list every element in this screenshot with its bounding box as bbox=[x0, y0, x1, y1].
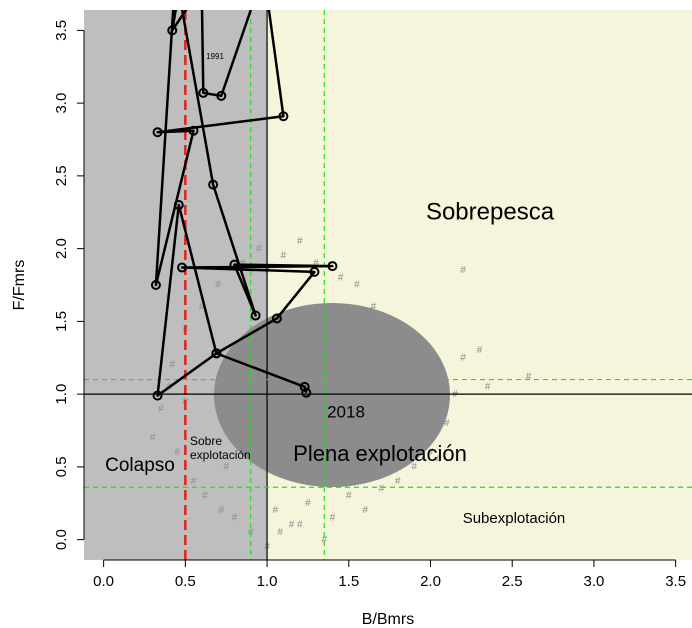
trajectory-point bbox=[250, 310, 261, 321]
annotation: Subexplotación bbox=[463, 510, 566, 527]
cloud-point: # bbox=[436, 454, 442, 465]
cloud-point: # bbox=[460, 352, 466, 363]
trajectory-point bbox=[208, 179, 219, 190]
trajectory-point bbox=[152, 390, 163, 401]
x-tick-label: 1.0 bbox=[257, 573, 278, 590]
cloud-point: # bbox=[158, 403, 164, 414]
cloud-point: # bbox=[313, 258, 319, 269]
cloud-point: # bbox=[420, 345, 426, 356]
trajectory-point bbox=[152, 127, 163, 138]
cloud-point: # bbox=[436, 360, 442, 371]
x-axis-label: B/Bmrs bbox=[362, 611, 414, 628]
annotation: Colapso bbox=[105, 455, 175, 476]
y-tick-label: 2.5 bbox=[53, 165, 70, 186]
trajectory-point bbox=[173, 199, 184, 210]
annotation: 1991 bbox=[206, 52, 224, 61]
cloud-point: # bbox=[395, 476, 401, 487]
cloud-point: # bbox=[289, 520, 295, 531]
y-tick-label: 0.0 bbox=[53, 529, 70, 550]
annotation: Plena explotación bbox=[293, 441, 467, 466]
plot-area: ########################################… bbox=[84, 10, 692, 560]
trajectory-point bbox=[299, 381, 310, 392]
y-tick-label: 3.0 bbox=[53, 93, 70, 114]
cloud-point: # bbox=[150, 432, 156, 443]
trajectory-point bbox=[309, 266, 320, 277]
cloud-point: # bbox=[321, 534, 327, 545]
cloud-point: # bbox=[297, 520, 303, 531]
annotation: 2018 bbox=[327, 402, 365, 421]
cloud-point: # bbox=[460, 265, 466, 276]
trajectory-point bbox=[327, 261, 338, 272]
cloud-point: # bbox=[371, 301, 377, 312]
cloud-point: # bbox=[281, 251, 287, 262]
cloud-point: # bbox=[477, 345, 483, 356]
annotation: Sobre bbox=[190, 434, 222, 448]
cloud-point: # bbox=[305, 498, 311, 509]
x-tick-label: 2.0 bbox=[420, 573, 441, 590]
x-tick-label: 3.0 bbox=[584, 573, 605, 590]
trajectory-point bbox=[216, 90, 227, 101]
cloud-point: # bbox=[174, 447, 180, 458]
axes: 0.0 0.5 1.0 1.5 2.0 2.5 3.0 3.5 0.0 0.5 1.0 1.5 2.0 2… bbox=[53, 20, 686, 590]
cloud-point: # bbox=[411, 462, 417, 473]
cloud-point: # bbox=[232, 512, 238, 523]
region bbox=[84, 10, 268, 560]
x-tick-label: 3.5 bbox=[665, 573, 686, 590]
cloud-point: # bbox=[215, 280, 221, 291]
cloud-point: # bbox=[191, 476, 197, 487]
annotation: explotación bbox=[190, 448, 251, 462]
cloud-point: # bbox=[223, 462, 229, 473]
trajectory-point bbox=[211, 348, 222, 359]
cloud-point: # bbox=[240, 258, 246, 269]
cloud-density bbox=[214, 303, 450, 487]
x-tick-label: 2.5 bbox=[502, 573, 523, 590]
trajectory-point bbox=[177, 262, 188, 273]
cloud-point: # bbox=[346, 491, 352, 502]
y-tick-label: 3.5 bbox=[53, 20, 70, 41]
trajectory-point bbox=[278, 111, 289, 122]
trajectory-point bbox=[188, 125, 199, 136]
y-tick-label: 0.5 bbox=[53, 456, 70, 477]
trajectory-point bbox=[167, 25, 178, 36]
x-tick-label: 0.5 bbox=[175, 573, 196, 590]
x-tick-label: 0.0 bbox=[93, 573, 114, 590]
cloud-point: # bbox=[297, 236, 303, 247]
annotation: Sobrepesca bbox=[426, 198, 555, 225]
plot-background bbox=[84, 10, 692, 560]
cloud-point: # bbox=[387, 316, 393, 327]
y-tick-label: 1.5 bbox=[53, 311, 70, 332]
cloud-point: # bbox=[428, 447, 434, 458]
cloud-point: # bbox=[199, 301, 205, 312]
cloud-point: # bbox=[362, 505, 368, 516]
cloud-point: # bbox=[338, 272, 344, 283]
cloud-point: # bbox=[444, 418, 450, 429]
y-tick-label: 1.0 bbox=[53, 384, 70, 405]
y-tick-label: 2.0 bbox=[53, 238, 70, 259]
trajectory-point bbox=[198, 87, 209, 98]
trajectory-point bbox=[271, 313, 282, 324]
cloud-point: # bbox=[219, 505, 225, 516]
trajectory-point bbox=[150, 280, 161, 290]
trajectory-point bbox=[301, 387, 312, 398]
cloud-point: # bbox=[354, 280, 360, 291]
cloud-point: # bbox=[330, 512, 336, 523]
cloud-point: # bbox=[202, 491, 208, 502]
cloud-point: # bbox=[403, 331, 409, 342]
cloud-point: # bbox=[526, 371, 532, 382]
cloud-point: # bbox=[379, 483, 385, 494]
y-axis-label: F/Fmrs bbox=[11, 260, 28, 311]
trajectory-point bbox=[229, 259, 240, 270]
x-tick-label: 1.5 bbox=[338, 573, 359, 590]
cloud-point: # bbox=[169, 360, 175, 371]
cloud-point: # bbox=[485, 381, 491, 392]
cloud-point: # bbox=[277, 527, 283, 538]
cloud-point: # bbox=[256, 243, 262, 254]
cloud-point: # bbox=[272, 505, 278, 516]
